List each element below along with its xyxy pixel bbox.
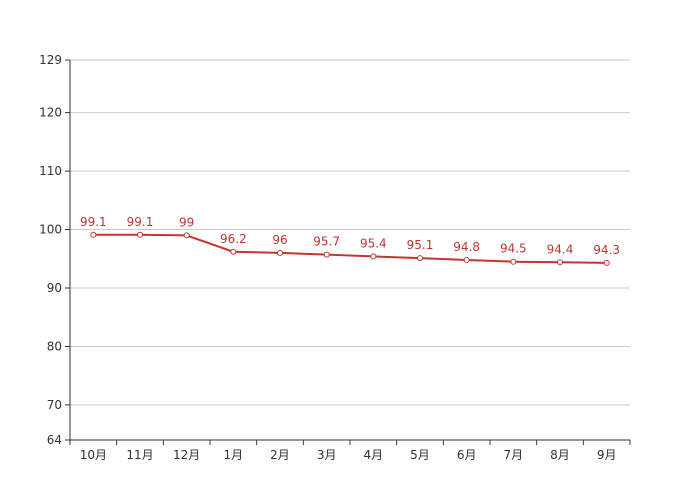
data-point (183, 232, 190, 239)
x-tick-label: 1月 (224, 448, 244, 462)
data-label: 99.1 (127, 215, 154, 229)
data-point (370, 253, 377, 260)
x-tick-label: 12月 (173, 448, 200, 462)
y-tick-label: 70 (47, 398, 62, 412)
y-axis: 64 70 80 90 100 110 120 129 (39, 53, 71, 447)
y-tick-label: 90 (47, 281, 62, 295)
data-label: 95.1 (407, 238, 434, 252)
x-tick-label: 9月 (597, 448, 617, 462)
x-tick-label: 6月 (457, 448, 477, 462)
y-tick-label: 80 (47, 339, 62, 353)
data-point (90, 231, 97, 238)
data-point (557, 259, 563, 266)
x-tick-label: 8月 (550, 448, 570, 462)
grid-lines (70, 59, 630, 406)
y-tick-label: 129 (39, 53, 62, 67)
data-label: 94.3 (593, 243, 620, 257)
data-label: 94.5 (500, 242, 527, 256)
data-points (90, 231, 610, 266)
data-point (277, 249, 283, 256)
x-tick-label: 4月 (364, 448, 384, 462)
series-line-group (93, 233, 607, 264)
data-label: 96.2 (220, 232, 247, 246)
y-tick-label: 120 (39, 106, 62, 120)
data-point (417, 255, 423, 262)
x-axis: 10月 11月 12月 1月 2月 3月 4月 5月 6月 7月 8月 9月 (69, 439, 631, 462)
y-tick-label: 110 (39, 164, 62, 178)
data-labels: 99.1 99.1 99 96.2 96 95.7 95.4 95.1 94.8 94.5 94.4… (80, 215, 620, 257)
data-label: 94.8 (453, 240, 480, 254)
data-label: 94.4 (547, 242, 574, 256)
x-tick-label: 2月 (270, 448, 290, 462)
data-label: 99.1 (80, 215, 107, 229)
data-point (603, 259, 610, 266)
data-point (137, 231, 143, 238)
y-tick-label: 64 (47, 433, 62, 447)
y-tick-label: 100 (39, 223, 62, 237)
data-point (323, 251, 330, 258)
data-label: 95.7 (313, 235, 340, 249)
x-tick-label: 3月 (317, 448, 337, 462)
data-point (510, 258, 517, 265)
data-point (230, 248, 237, 255)
series-line (93, 233, 607, 264)
data-point (463, 256, 470, 263)
data-label: 95.4 (360, 236, 387, 250)
x-tick-label: 10月 (80, 448, 107, 462)
x-tick-label: 7月 (504, 448, 524, 462)
x-tick-label: 11月 (126, 448, 153, 462)
data-label: 96 (272, 233, 287, 247)
data-label: 99 (179, 215, 194, 229)
x-tick-label: 5月 (410, 448, 430, 462)
